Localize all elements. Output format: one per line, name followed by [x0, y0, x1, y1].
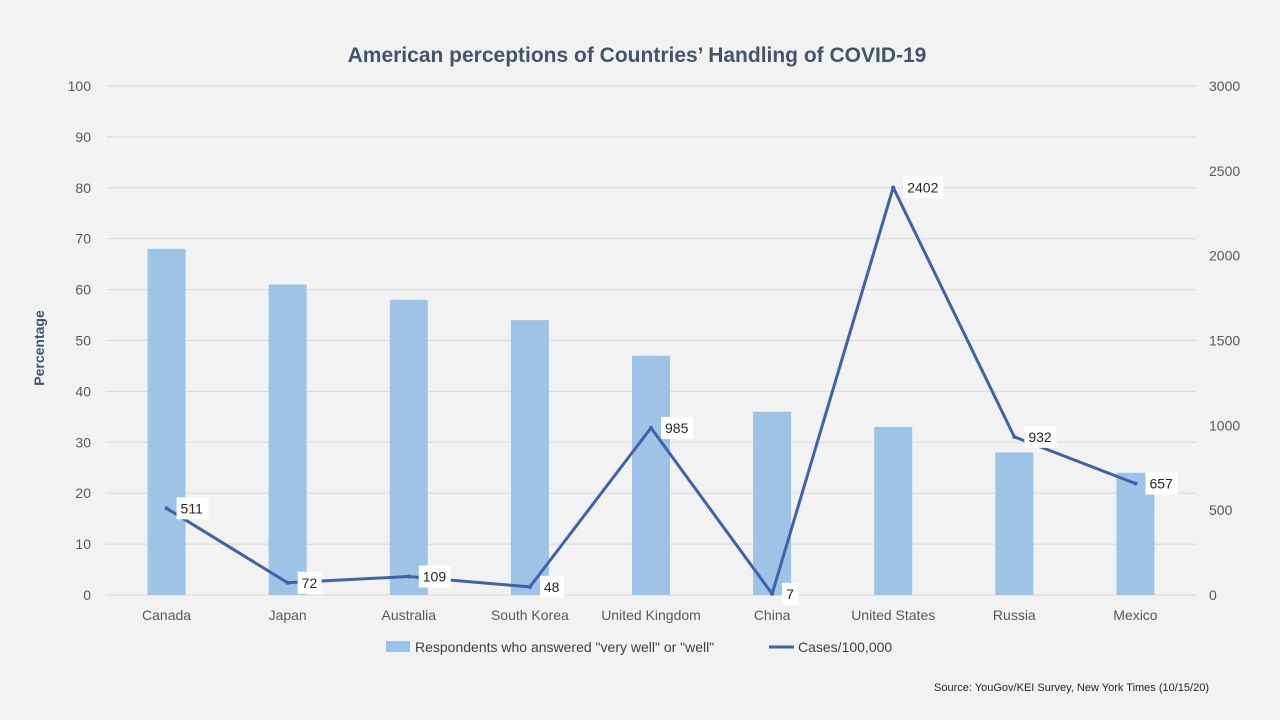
category-label: China [754, 607, 791, 623]
bar-series [147, 248, 1155, 595]
legend: Respondents who answered "very well" or … [386, 639, 892, 655]
left-tick-label: 20 [75, 485, 91, 501]
data-label: 72 [302, 575, 318, 591]
right-tick-label: 0 [1209, 587, 1217, 603]
bar [995, 452, 1034, 595]
left-tick-label: 60 [75, 282, 91, 298]
bar [510, 320, 549, 595]
data-label: 511 [181, 500, 204, 516]
line-point [1133, 481, 1138, 486]
line-point [527, 584, 532, 589]
right-tick-label: 1000 [1209, 417, 1240, 433]
data-label: 2402 [907, 179, 938, 195]
data-label: 932 [1028, 429, 1052, 445]
bar [147, 248, 186, 595]
left-tick-label: 70 [75, 231, 91, 247]
data-label-box [176, 497, 209, 520]
source-note: Source: YouGov/KEI Survey, New York Time… [934, 682, 1209, 694]
line-point [285, 580, 290, 585]
legend-label-line: Cases/100,000 [798, 639, 892, 655]
data-label-box [418, 565, 451, 588]
bar [268, 284, 307, 595]
right-tick-label: 2000 [1209, 248, 1240, 264]
right-tick-label: 1500 [1209, 333, 1240, 349]
data-label-box [1024, 425, 1057, 448]
line-point [770, 591, 775, 596]
data-label: 7 [786, 586, 794, 602]
category-label: Japan [269, 607, 307, 623]
left-tick-label: 90 [75, 129, 91, 145]
data-label-box [782, 582, 799, 605]
left-tick-label: 10 [75, 536, 91, 552]
right-tick-label: 2500 [1209, 163, 1240, 179]
left-tick-label: 0 [83, 587, 91, 603]
category-label: Russia [993, 607, 1036, 623]
legend-label-bars: Respondents who answered "very well" or … [415, 639, 714, 655]
data-label-box [539, 575, 564, 598]
data-label: 657 [1149, 476, 1173, 492]
category-label: United States [851, 607, 935, 623]
data-label-box [1145, 472, 1178, 495]
data-label: 985 [665, 420, 689, 436]
left-tick-label: 30 [75, 434, 91, 450]
data-label: 48 [544, 579, 560, 595]
right-tick-label: 3000 [1209, 78, 1240, 94]
line-series [164, 185, 1138, 596]
left-tick-label: 100 [68, 78, 92, 94]
bar [874, 427, 913, 595]
category-label: Mexico [1113, 607, 1158, 623]
y-axis-label: Percentage [31, 310, 47, 386]
category-label: United Kingdom [601, 607, 701, 623]
right-axis-ticks: 0 500 1000 1500 2000 2500 3000 [1209, 78, 1240, 603]
category-label: South Korea [491, 607, 569, 623]
left-tick-label: 80 [75, 180, 91, 196]
category-label: Canada [142, 607, 191, 623]
data-label-box [661, 416, 693, 439]
bar [753, 411, 792, 595]
data-label-box [903, 176, 944, 199]
line-point [1012, 434, 1017, 439]
data-label-box [297, 571, 322, 594]
line-point [649, 425, 653, 430]
chart-title: American perceptions of Countries’ Handl… [348, 44, 927, 67]
bar [632, 355, 670, 595]
line-point [406, 574, 411, 579]
line-point [891, 185, 896, 190]
category-label: Australia [382, 607, 437, 623]
left-tick-label: 50 [75, 333, 91, 349]
left-tick-label: 40 [75, 383, 91, 399]
left-axis-ticks: 0 10 20 30 40 50 60 70 80 90 100 [68, 78, 92, 603]
data-labels: 511 72 109 48 985 7 2402 932 657 [176, 176, 1178, 605]
category-labels: Canada Japan Australia South Korea United Ki… [142, 607, 1158, 623]
bar [389, 299, 428, 595]
legend-swatch-bars [386, 641, 410, 652]
line-point [164, 506, 169, 511]
right-tick-label: 500 [1209, 502, 1233, 518]
data-label: 109 [423, 569, 447, 585]
